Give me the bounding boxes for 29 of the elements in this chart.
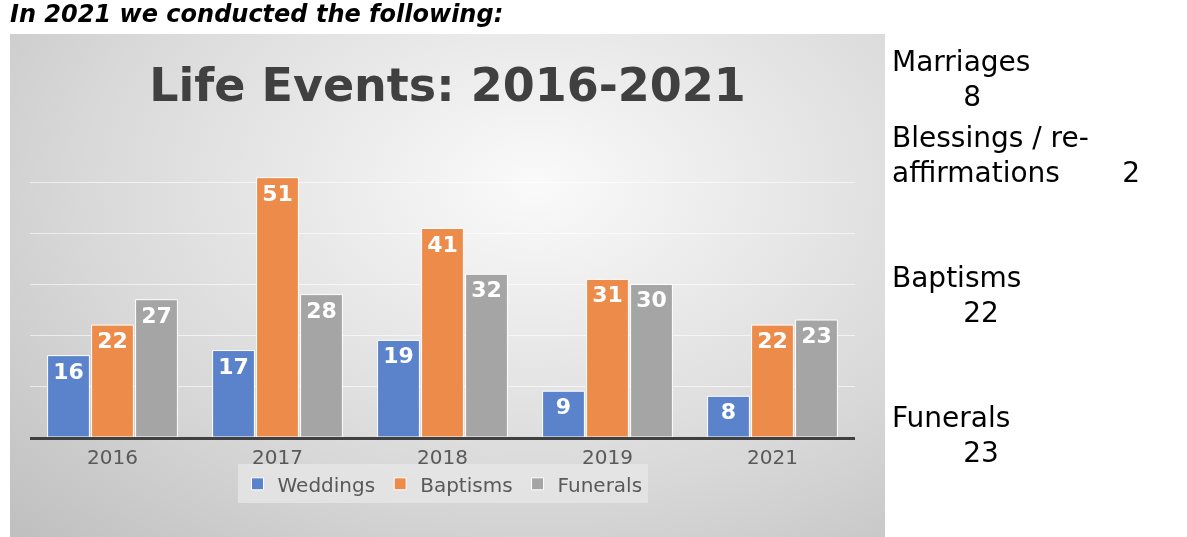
data-label: 8 — [720, 399, 737, 425]
data-label: 22 — [97, 328, 128, 354]
data-label: 28 — [306, 297, 337, 323]
data-label: 19 — [383, 343, 414, 369]
data-label: 17 — [218, 353, 249, 379]
x-tick-label: 2017 — [252, 445, 303, 469]
data-label: 9 — [555, 394, 572, 420]
text: In 2021 we conducted the following: — [10, 0, 504, 28]
data-label: 27 — [141, 302, 172, 328]
x-tick-label: 2019 — [582, 445, 633, 469]
x-tick-label: 2016 — [87, 445, 138, 469]
legend-label: Weddings — [277, 472, 376, 497]
data-label: 31 — [592, 282, 623, 308]
data-label: 32 — [471, 277, 502, 303]
x-tick-label: 2018 — [417, 445, 468, 469]
text: Baptisms 22 — [892, 260, 1023, 330]
data-label: 16 — [53, 358, 84, 384]
data-label: 23 — [801, 323, 832, 349]
text: Marriages 8 — [892, 44, 1032, 114]
legend-label: Baptisms — [420, 472, 513, 497]
x-tick-label: 2021 — [747, 445, 798, 469]
data-label: 51 — [262, 180, 293, 206]
data-label: 30 — [636, 287, 667, 313]
data-label: 22 — [757, 328, 788, 354]
legend-label: Funerals — [557, 472, 643, 497]
text: Funerals 23 — [892, 400, 1012, 470]
chart-title: Life Events: 2016-2021 — [149, 58, 746, 113]
text: Blessings / re- affirmations 2 — [892, 120, 1142, 190]
data-label: 41 — [427, 231, 458, 257]
